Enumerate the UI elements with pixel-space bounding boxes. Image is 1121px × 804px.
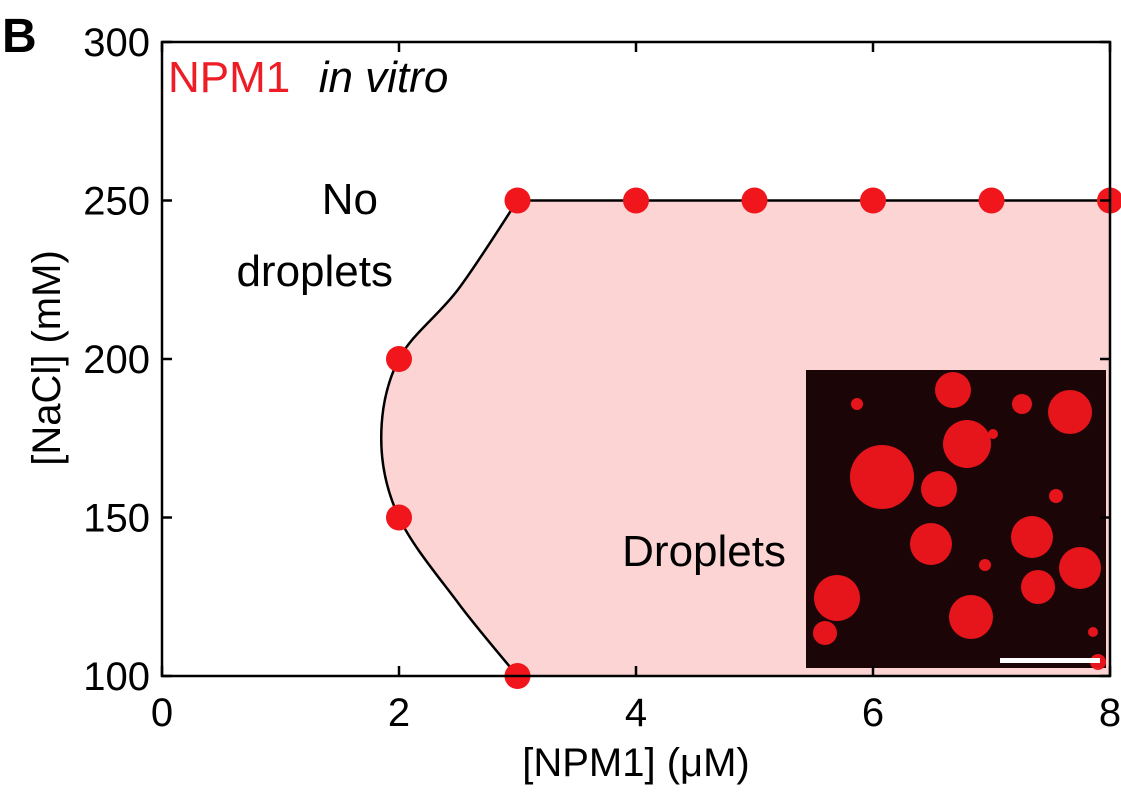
data-point [623, 187, 649, 214]
x-tick-label: 2 [388, 691, 410, 735]
y-tick-label: 150 [83, 497, 150, 541]
inset-droplet [1012, 394, 1032, 414]
inset-droplet [943, 420, 991, 468]
x-tick-label: 4 [625, 691, 647, 735]
inset-scale-bar [1000, 658, 1100, 663]
inset-droplet [1021, 570, 1055, 604]
data-point [386, 504, 412, 531]
x-tick-label: 6 [862, 691, 884, 735]
inset-droplet [921, 471, 957, 507]
panel-letter: B [2, 10, 37, 63]
inset-droplet [1011, 516, 1053, 558]
annotation-no-droplets-line1: No [322, 175, 378, 224]
y-tick-label: 250 [83, 180, 150, 224]
inset-droplet [850, 445, 914, 509]
inset-droplet [814, 575, 860, 621]
annotation-droplets: Droplets [622, 527, 786, 576]
y-axis-ticks: 100 150 200 250 300 [83, 21, 1110, 699]
inset-droplet [1088, 627, 1098, 637]
data-point [860, 187, 886, 214]
phase-boundary-line [379, 199, 519, 677]
inset-droplet [979, 559, 991, 571]
data-point [741, 187, 768, 214]
x-axis-title: [NPM1] (μM) [522, 741, 749, 785]
inset-droplet [851, 398, 863, 410]
chart-title-condition: in vitro [319, 53, 449, 102]
microscopy-inset [806, 370, 1106, 670]
x-axis-ticks: 0 2 4 6 8 [151, 42, 1121, 735]
chart-title-protein: NPM1 [168, 53, 290, 102]
chart-title: NPM1 in vitro [168, 53, 448, 102]
x-tick-label: 8 [1099, 691, 1121, 735]
inset-droplet [949, 595, 993, 639]
inset-droplet [988, 429, 998, 439]
y-axis-title: [NaCl] (mM) [25, 250, 69, 466]
inset-droplet [910, 523, 952, 565]
data-point [978, 187, 1005, 214]
y-tick-label: 300 [83, 21, 150, 65]
plot-area: 0 2 4 6 8 100 150 200 250 300 [83, 21, 1121, 735]
inset-droplet [1059, 547, 1101, 589]
data-point [386, 346, 412, 372]
inset-droplet [813, 621, 837, 645]
inset-droplet [1048, 390, 1092, 434]
y-tick-label: 200 [83, 338, 150, 382]
x-tick-label: 0 [151, 691, 173, 735]
annotation-no-droplets-line2: droplets [236, 247, 393, 296]
data-point [504, 187, 531, 214]
inset-droplet [1049, 489, 1063, 503]
inset-droplet [935, 372, 971, 408]
y-tick-label: 100 [83, 655, 150, 699]
